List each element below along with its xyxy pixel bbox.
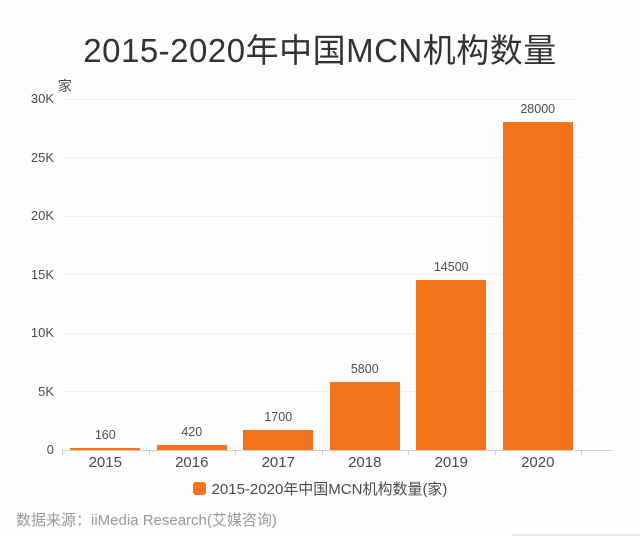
x-axis-tick [321,451,323,455]
gridline [62,215,580,217]
gridline [62,98,580,100]
x-axis-tick [408,451,409,455]
x-axis-tick [62,451,63,455]
x-tick-label: 2018 [348,454,382,471]
x-tick-label: 2016 [175,454,209,471]
y-axis-unit-label: 家 [58,78,72,94]
y-tick-label: 10K [30,325,54,340]
x-axis-line [62,450,612,451]
y-tick-label: 0 [46,442,54,457]
gridline [62,332,580,334]
legend-color-swatch [192,482,206,495]
bar [416,280,487,450]
x-tick-label: 2015 [88,454,122,471]
chart-legend: 2015-2020年中国MCN机构数量(家) [0,478,640,499]
bar [502,122,573,450]
bottom-edge-artifact [512,534,640,536]
x-axis-tick [235,451,236,455]
bar-value-label: 14500 [433,260,469,275]
bar-value-label: 5800 [350,362,379,377]
y-tick-label: 15K [30,266,54,282]
gridline [62,274,580,275]
data-source-note: 数据来源：iiMedia Research(艾媒咨询) [16,512,277,529]
x-axis-tick [148,451,150,455]
plot-area: 160 2015 420 2016 1700 2017 5800 2018 14500 2019 2… [62,98,612,471]
bar [156,445,227,450]
x-tick-label: 2020 [521,454,555,471]
y-tick-label: 30K [30,91,54,106]
y-tick-label: 20K [30,208,54,223]
y-tick-label: 25K [30,149,54,165]
legend-label: 2015-2020年中国MCN机构数量(家) [211,481,448,498]
gridline [62,391,580,392]
x-tick-label: 2017 [261,454,295,471]
x-axis-tick [581,451,582,455]
bar-value-label: 420 [181,425,203,440]
bar [243,430,314,450]
gridline [62,157,580,158]
bar-value-label: 160 [94,428,116,442]
bar [329,382,400,450]
bar-value-label: 1700 [264,410,293,425]
bar-value-label: 28000 [520,102,556,117]
chart-title: 2015-2020年中国MCN机构数量 [83,32,557,69]
bar [70,448,141,450]
x-axis-tick [494,451,496,455]
y-tick-label: 5K [38,383,54,399]
x-tick-label: 2019 [434,454,468,471]
y-axis-labels: 0 5K 10K 15K 20K 25K 30K [0,91,54,457]
